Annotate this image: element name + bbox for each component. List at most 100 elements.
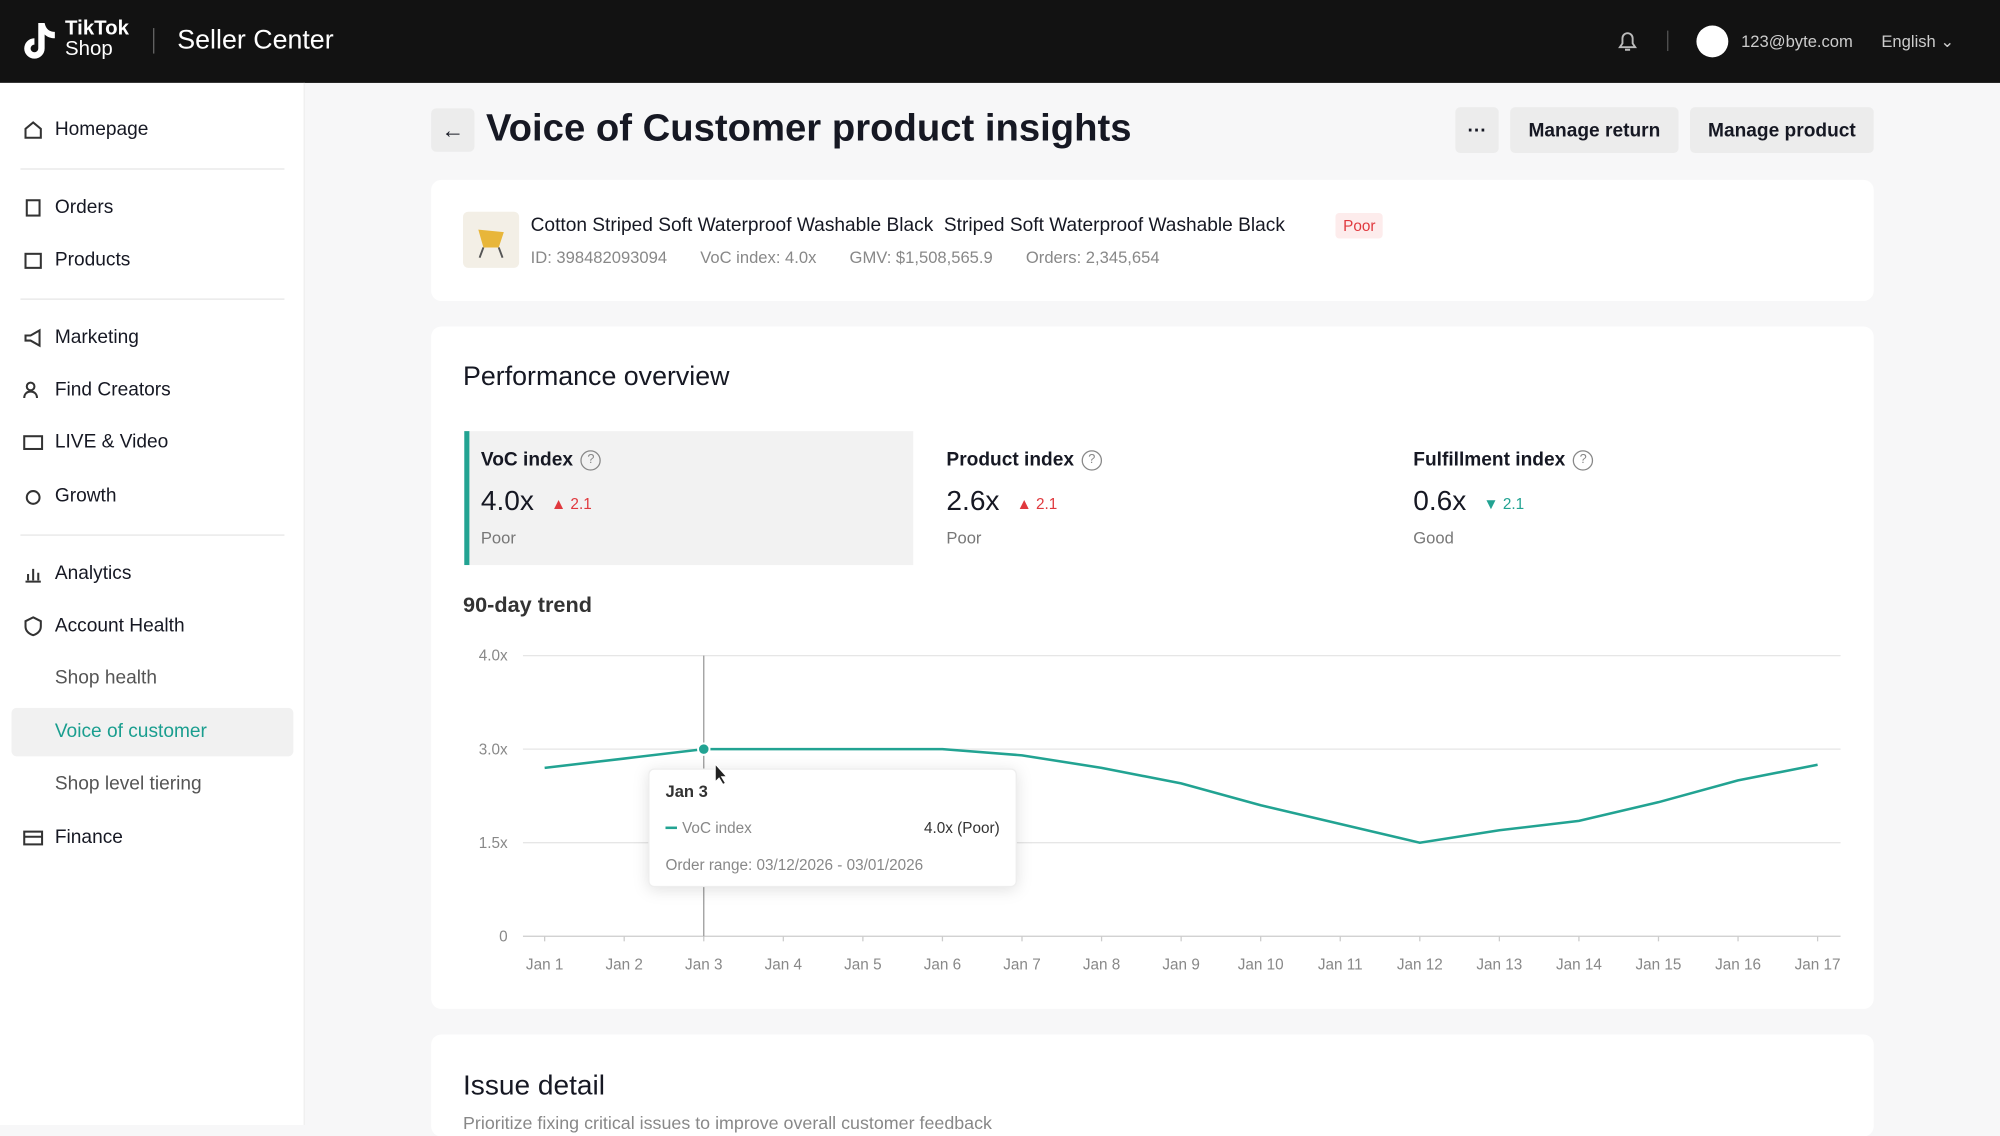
product-image xyxy=(463,211,520,268)
metric-name: Product index xyxy=(946,448,1074,471)
nav-item[interactable]: Shop health xyxy=(55,667,157,689)
x-tick-label: Jan 17 xyxy=(1795,956,1841,973)
nav-item[interactable]: Shop level tiering xyxy=(55,773,202,795)
nav-label: Voice of customer xyxy=(54,720,207,743)
y-tick-label: 0 xyxy=(499,928,508,945)
metric-status: Poor xyxy=(480,528,516,548)
divider xyxy=(1667,30,1669,52)
x-tick-label: Jan 4 xyxy=(765,956,803,973)
section-subtitle: Prioritize fixing critical issues to imp… xyxy=(463,1112,992,1133)
tooltip-series: VoC index xyxy=(682,820,752,837)
help-icon[interactable]: ? xyxy=(1081,449,1103,471)
nav-item[interactable]: Homepage xyxy=(23,118,149,141)
product-meta: ID: 398482093094 VoC index: 4.0x GMV: $1… xyxy=(531,247,1160,266)
metric-name: VoC index xyxy=(480,448,574,471)
help-icon[interactable]: ? xyxy=(580,449,602,471)
x-tick-label: Jan 6 xyxy=(924,956,961,973)
metric-label: Fulfillment index? xyxy=(1413,448,1594,471)
metric-change: ▲ 2.1 xyxy=(1016,494,1058,513)
page-title: Voice of Customer product insights xyxy=(485,107,1132,150)
nav-label: Shop level tiering xyxy=(54,772,202,795)
tooltip-title: Jan 3 xyxy=(665,782,707,801)
nav-label: Orders xyxy=(54,196,114,219)
action-button[interactable]: Manage product xyxy=(1690,107,1874,154)
nav-item[interactable]: Products xyxy=(23,248,131,271)
nav-label: Products xyxy=(54,248,131,271)
separator xyxy=(20,168,285,170)
avatar[interactable] xyxy=(1696,25,1729,58)
x-tick-label: Jan 10 xyxy=(1238,956,1284,973)
status-badge: Poor xyxy=(1335,213,1384,239)
x-tick-label: Jan 9 xyxy=(1162,956,1199,973)
meta-item: Orders: 2,345,654 xyxy=(1025,247,1160,267)
tooltip-note: Order range: 03/12/2026 - 03/01/2026 xyxy=(665,857,923,874)
notification-bell[interactable] xyxy=(1615,28,1641,54)
metric-tile-selected[interactable]: VoC index? 4.0x ▲ 2.1 Poor xyxy=(464,431,914,566)
tooltip-box xyxy=(648,768,1017,888)
nav-item[interactable]: Growth xyxy=(23,485,117,506)
cursor xyxy=(714,762,728,786)
nav-item[interactable]: LIVE & Video xyxy=(23,431,168,453)
metric-change: ▲ 2.1 xyxy=(551,494,592,513)
nav-item[interactable]: Marketing xyxy=(23,326,139,349)
meta-item: VoC index: 4.0x xyxy=(700,247,817,267)
x-tick-label: Jan 3 xyxy=(685,956,722,973)
help-icon[interactable]: ? xyxy=(1572,449,1594,471)
change-value: 2.1 xyxy=(1502,494,1525,513)
y-tick-label: 4.0x xyxy=(479,648,508,665)
metric-value: 0.6x xyxy=(1413,484,1467,517)
separator xyxy=(20,534,285,536)
nav-item[interactable]: Find Creators xyxy=(23,379,171,401)
active-highlight xyxy=(11,707,294,757)
x-tick-label: Jan 2 xyxy=(605,956,642,973)
product-card: Cotton Striped Soft Waterproof Washable … xyxy=(431,179,1874,302)
nav-item-active[interactable]: Voice of customer xyxy=(55,721,207,743)
meta-item: ID: 398482093094 xyxy=(530,247,668,267)
nav-label: Marketing xyxy=(54,326,139,349)
metric-value: 2.6x xyxy=(946,484,1000,517)
metric-label: VoC index? xyxy=(480,448,602,471)
nav-item[interactable]: Analytics xyxy=(23,562,131,584)
section-title: Issue detail xyxy=(463,1068,605,1101)
x-tick-label: Jan 15 xyxy=(1636,956,1682,973)
back-button[interactable]: ← xyxy=(431,108,475,152)
metric-tile[interactable]: Fulfillment index? 0.6x ▼ 2.1 Good xyxy=(1397,431,1841,565)
issue-card xyxy=(431,1034,1874,1136)
y-tick-label: 3.0x xyxy=(479,741,508,758)
nav-label: Finance xyxy=(54,826,123,849)
x-tick-label: Jan 16 xyxy=(1715,956,1761,973)
logo-text: Shop xyxy=(65,38,113,60)
metric-tile[interactable]: Product index? 2.6x ▲ 2.1 Poor xyxy=(930,431,1374,565)
nav-item[interactable]: Orders xyxy=(23,196,113,218)
y-tick-label: 1.5x xyxy=(479,835,508,852)
nav-label: Shop health xyxy=(54,667,157,689)
x-tick-label: Jan 11 xyxy=(1318,956,1363,973)
logo-text: TikTok xyxy=(65,17,129,40)
metric-status: Poor xyxy=(946,528,982,548)
metric-name: Fulfillment index xyxy=(1413,448,1566,471)
separator xyxy=(20,298,285,300)
language: English xyxy=(1881,31,1936,52)
action-button[interactable]: Manage return xyxy=(1510,107,1679,154)
metric-change: ▼ 2.1 xyxy=(1483,494,1525,513)
x-tick-label: Jan 12 xyxy=(1397,956,1443,973)
divider xyxy=(153,28,155,54)
x-tick-label: Jan 14 xyxy=(1556,956,1602,973)
tooltip: Jan 3 VoC index 4.0x (Poor) Order range: 03… xyxy=(648,768,1017,888)
app-name: Seller Center xyxy=(177,25,334,55)
x-tick-label: Jan 5 xyxy=(844,956,881,973)
nav-item[interactable]: Finance xyxy=(23,826,123,849)
nav-label: LIVE & Video xyxy=(54,431,169,453)
change-value: 2.1 xyxy=(570,494,592,513)
nav-label: Find Creators xyxy=(54,378,171,401)
nav-item[interactable]: Account Health xyxy=(23,615,185,636)
nav-label: Homepage xyxy=(54,118,149,141)
language-select[interactable]: English ⌄ xyxy=(1881,31,1955,52)
tooltip-value: 4.0x (Poor) xyxy=(924,820,1000,837)
x-tick-label: Jan 7 xyxy=(1003,956,1040,973)
account-email[interactable]: 123@byte.com xyxy=(1741,31,1853,52)
more-button[interactable]: ··· xyxy=(1455,107,1499,154)
metric-status: Good xyxy=(1413,528,1454,548)
nav-label: Analytics xyxy=(54,562,132,585)
